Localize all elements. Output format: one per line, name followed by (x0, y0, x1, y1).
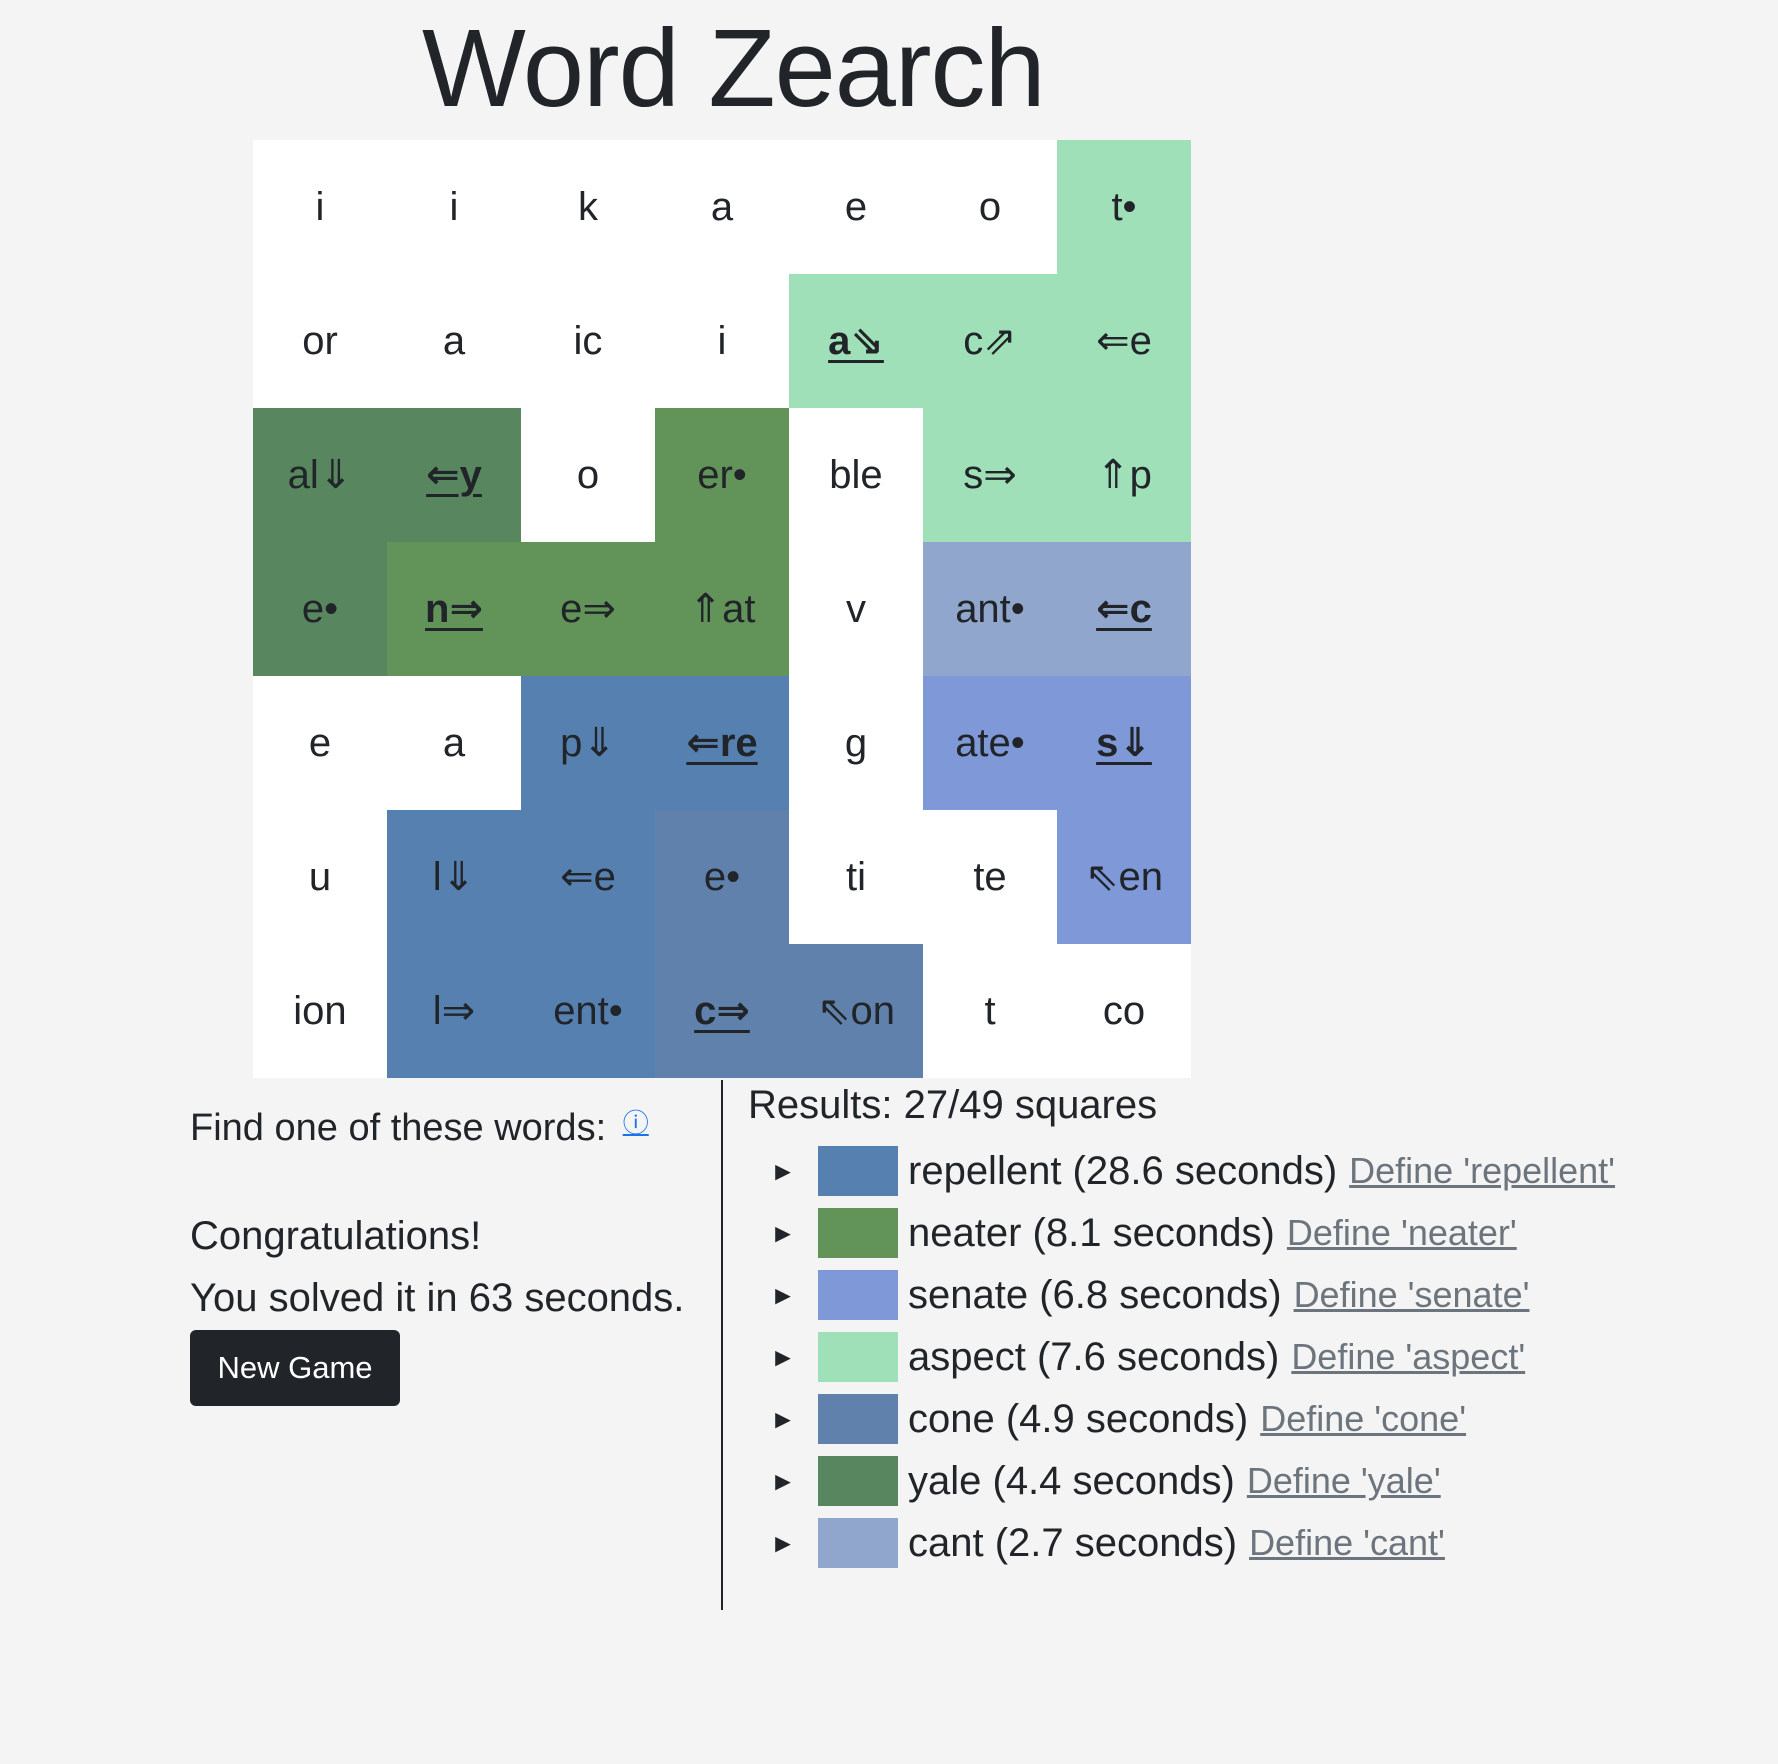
find-words-line: Find one of these words: ⓘ (190, 1095, 710, 1151)
grid-cell[interactable]: t (923, 944, 1057, 1078)
grid-cell[interactable]: ic (521, 274, 655, 408)
define-link[interactable]: Define 'cant' (1249, 1522, 1445, 1563)
grid-cell[interactable]: ⇐re (655, 676, 789, 810)
grid-cell[interactable]: p⇓ (521, 676, 655, 810)
grid-cell[interactable]: ⇐c (1057, 542, 1191, 676)
result-word: neater (8.1 seconds) (908, 1210, 1275, 1255)
grid-cell[interactable]: i (253, 140, 387, 274)
results-panel: Results: 27/49 squares ► repellent (28.6 … (748, 1083, 1615, 1574)
grid-cell[interactable]: ⇐y (387, 408, 521, 542)
page-title: Word Zearch (422, 7, 1046, 130)
solved-time-text: You solved it in 63 seconds. (190, 1276, 685, 1320)
grid-cell[interactable]: ⇖en (1057, 810, 1191, 944)
results-list: ► repellent (28.6 seconds) Define 'repelle… (748, 1140, 1615, 1574)
result-row: ► repellent (28.6 seconds) Define 'repelle… (748, 1140, 1615, 1202)
expand-triangle-icon[interactable]: ► (770, 1465, 796, 1496)
grid-cell[interactable]: ate• (923, 676, 1057, 810)
define-link[interactable]: Define 'senate' (1293, 1274, 1530, 1315)
grid-cell[interactable]: t• (1057, 140, 1191, 274)
expand-triangle-icon[interactable]: ► (770, 1341, 796, 1372)
grid-cell[interactable]: e⇒ (521, 542, 655, 676)
result-word: senate (6.8 seconds) (908, 1272, 1282, 1317)
grid-cell[interactable]: k (521, 140, 655, 274)
grid-cell[interactable]: ⇑at (655, 542, 789, 676)
grid-cell[interactable]: a⇘ (789, 274, 923, 408)
grid-cell[interactable]: ent• (521, 944, 655, 1078)
grid-cell[interactable]: c⇒ (655, 944, 789, 1078)
grid-cell[interactable]: ble (789, 408, 923, 542)
left-panel: Find one of these words: ⓘ Congratulatio… (190, 1095, 710, 1406)
grid-cell[interactable]: co (1057, 944, 1191, 1078)
result-row: ► senate (6.8 seconds) Define 'senate' (748, 1264, 1615, 1326)
define-link[interactable]: Define 'neater' (1286, 1212, 1517, 1253)
color-swatch (818, 1270, 898, 1320)
grid-cell[interactable]: s⇒ (923, 408, 1057, 542)
grid-cell[interactable]: i (387, 140, 521, 274)
result-word: aspect (7.6 seconds) (908, 1334, 1280, 1379)
grid-cell[interactable]: ⇑p (1057, 408, 1191, 542)
grid-cell[interactable]: o (521, 408, 655, 542)
result-row: ► neater (8.1 seconds) Define 'neater' (748, 1202, 1615, 1264)
result-row: ► yale (4.4 seconds) Define 'yale' (748, 1450, 1615, 1512)
grid-cell[interactable]: i (655, 274, 789, 408)
grid-cell[interactable]: ion (253, 944, 387, 1078)
color-swatch (818, 1208, 898, 1258)
grid-cell[interactable]: ⇐e (521, 810, 655, 944)
grid-cell[interactable]: e (789, 140, 923, 274)
result-word: yale (4.4 seconds) (908, 1458, 1235, 1503)
new-game-button[interactable]: New Game (190, 1330, 400, 1406)
grid-cell[interactable]: v (789, 542, 923, 676)
find-words-label: Find one of these words: (190, 1107, 607, 1149)
grid-cell[interactable]: a (387, 274, 521, 408)
expand-triangle-icon[interactable]: ► (770, 1403, 796, 1434)
info-icon[interactable]: ⓘ (622, 1108, 649, 1138)
grid-cell[interactable]: o (923, 140, 1057, 274)
results-title: Results: 27/49 squares (748, 1083, 1158, 1127)
grid-cell[interactable]: l⇒ (387, 944, 521, 1078)
expand-triangle-icon[interactable]: ► (770, 1217, 796, 1248)
grid-cell[interactable]: u (253, 810, 387, 944)
grid-cell[interactable]: c⇗ (923, 274, 1057, 408)
grid-cell[interactable]: e• (655, 810, 789, 944)
grid-cell[interactable]: er• (655, 408, 789, 542)
grid-cell[interactable]: s⇓ (1057, 676, 1191, 810)
define-link[interactable]: Define 'repellent' (1349, 1150, 1616, 1191)
result-row: ► cant (2.7 seconds) Define 'cant' (748, 1512, 1615, 1574)
result-row: ► aspect (7.6 seconds) Define 'aspect' (748, 1326, 1615, 1388)
congrats-block: Congratulations! You solved it in 63 sec… (190, 1205, 684, 1329)
congrats-text: Congratulations! (190, 1214, 482, 1258)
define-link[interactable]: Define 'aspect' (1291, 1336, 1526, 1377)
result-row: ► cone (4.9 seconds) Define 'cone' (748, 1388, 1615, 1450)
grid-cell[interactable]: g (789, 676, 923, 810)
grid-cell[interactable]: te (923, 810, 1057, 944)
grid-cell[interactable]: n⇒ (387, 542, 521, 676)
expand-triangle-icon[interactable]: ► (770, 1155, 796, 1186)
color-swatch (818, 1332, 898, 1382)
result-word: cant (2.7 seconds) (908, 1520, 1238, 1565)
color-swatch (818, 1146, 898, 1196)
grid-cell[interactable]: ti (789, 810, 923, 944)
expand-triangle-icon[interactable]: ► (770, 1279, 796, 1310)
grid-cell[interactable]: a (387, 676, 521, 810)
word-grid: i i k a e o t• or a ic i a⇘ c⇗ ⇐e al⇓ ⇐y o er• ble s⇒ ⇑p e• n⇒… (253, 140, 1191, 1078)
grid-cell[interactable]: or (253, 274, 387, 408)
panel-divider (721, 1080, 723, 1610)
color-swatch (818, 1456, 898, 1506)
result-word: cone (4.9 seconds) (908, 1396, 1249, 1441)
grid-cell[interactable]: ⇖on (789, 944, 923, 1078)
define-link[interactable]: Define 'cone' (1260, 1398, 1467, 1439)
expand-triangle-icon[interactable]: ► (770, 1527, 796, 1558)
grid-cell[interactable]: e• (253, 542, 387, 676)
grid-cell[interactable]: ant• (923, 542, 1057, 676)
grid-cell[interactable]: e (253, 676, 387, 810)
grid-cell[interactable]: l⇓ (387, 810, 521, 944)
grid-cell[interactable]: a (655, 140, 789, 274)
define-link[interactable]: Define 'yale' (1246, 1460, 1441, 1501)
grid-cell[interactable]: ⇐e (1057, 274, 1191, 408)
color-swatch (818, 1394, 898, 1444)
grid-cell[interactable]: al⇓ (253, 408, 387, 542)
color-swatch (818, 1518, 898, 1568)
result-word: repellent (28.6 seconds) (908, 1148, 1338, 1193)
